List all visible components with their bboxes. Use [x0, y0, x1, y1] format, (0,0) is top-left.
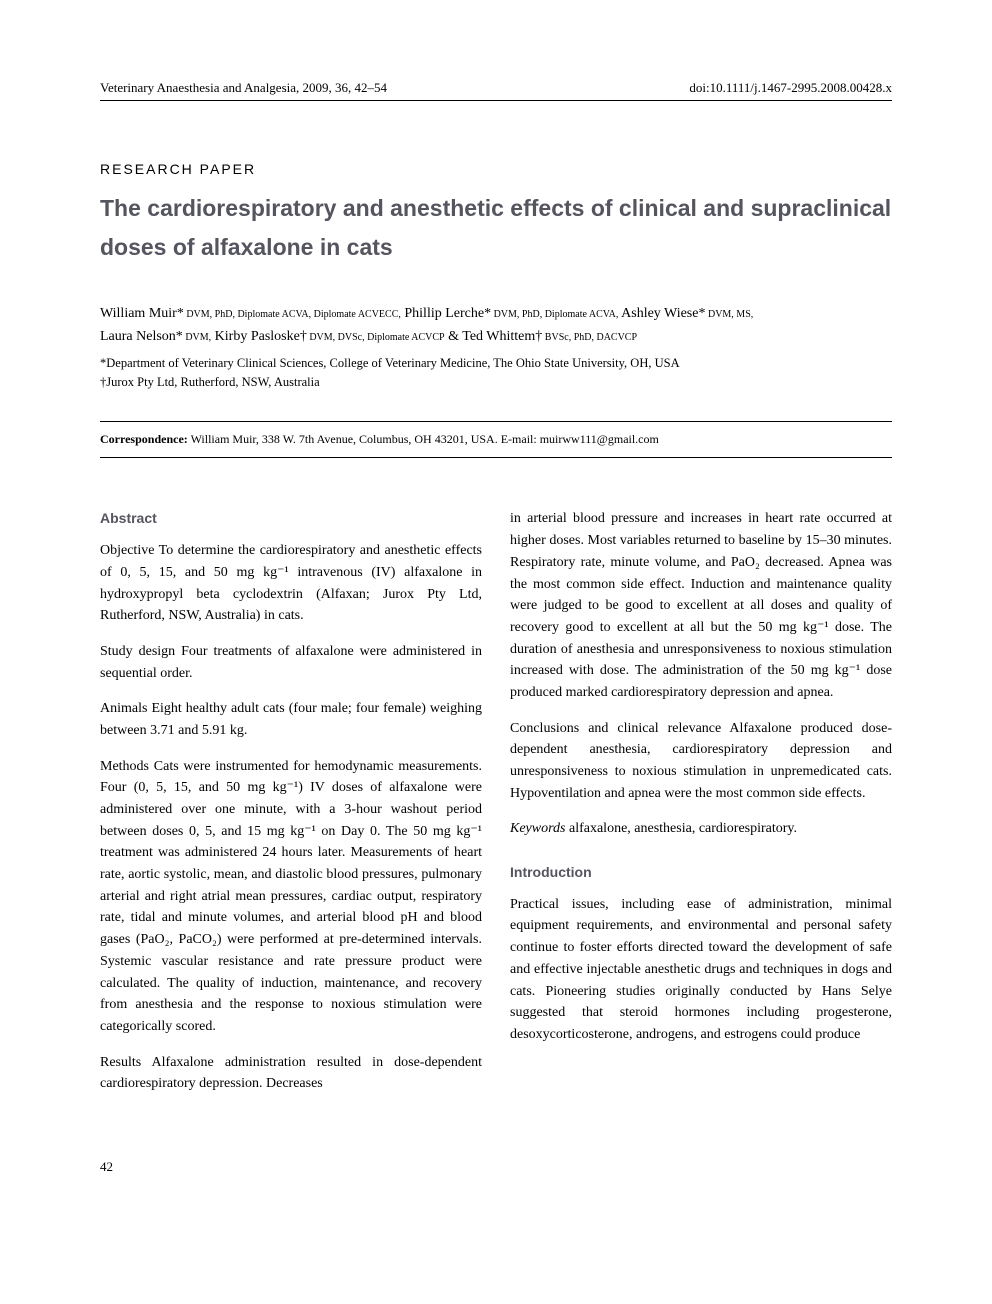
author-name: Ted Whittem†: [462, 329, 542, 344]
author-name: Ashley Wiese*: [621, 306, 705, 321]
paper-type-label: RESEARCH PAPER: [100, 161, 892, 177]
author-credentials: DVM, PhD, Diplomate ACVA, Diplomate ACVE…: [184, 309, 401, 320]
abstract-conclusions-label: Conclusions and clinical relevance: [510, 721, 721, 736]
abstract-keywords: Keywords alfaxalone, anesthesia, cardior…: [510, 818, 892, 840]
abstract-objective-label: Objective: [100, 543, 154, 558]
keywords-label: Keywords: [510, 821, 565, 836]
abstract-results-label: Results: [100, 1055, 141, 1070]
abstract-animals-label: Animals: [100, 701, 147, 716]
abstract-methods-label: Methods: [100, 759, 149, 774]
author-credentials: DVM, PhD, Diplomate ACVA,: [491, 309, 618, 320]
abstract-heading: Abstract: [100, 508, 482, 530]
author-credentials: DVM,: [183, 332, 211, 343]
affiliation-line: †Jurox Pty Ltd, Rutherford, NSW, Austral…: [100, 373, 892, 392]
affiliation-line: *Department of Veterinary Clinical Scien…: [100, 354, 892, 373]
author-credentials: DVM, MS,: [705, 309, 753, 320]
author-ampersand: &: [448, 329, 462, 344]
paper-title: The cardiorespiratory and anesthetic eff…: [100, 189, 892, 267]
two-column-body: Abstract Objective To determine the card…: [100, 508, 892, 1109]
author-list: William Muir* DVM, PhD, Diplomate ACVA, …: [100, 303, 892, 348]
journal-citation: Veterinary Anaesthesia and Analgesia, 20…: [100, 80, 387, 96]
abstract-objective: Objective To determine the cardiorespira…: [100, 540, 482, 627]
introduction-text: Practical issues, including ease of admi…: [510, 894, 892, 1046]
author-name: William Muir*: [100, 306, 184, 321]
correspondence-rule-top: [100, 421, 892, 422]
keywords-text: alfaxalone, anesthesia, cardiorespirator…: [565, 821, 797, 836]
right-column: in arterial blood pressure and increases…: [510, 508, 892, 1109]
author-credentials: BVSc, PhD, DACVCP: [542, 332, 637, 343]
doi: doi:10.1111/j.1467-2995.2008.00428.x: [689, 80, 892, 96]
correspondence-label: Correspondence:: [100, 432, 188, 446]
introduction-heading: Introduction: [510, 862, 892, 884]
abstract-objective-text: To determine the cardiorespiratory and a…: [100, 543, 482, 623]
author-name: Kirby Pasloske†: [215, 329, 307, 344]
abstract-methods: Methods Cats were instrumented for hemod…: [100, 756, 482, 1038]
author-name: Phillip Lerche*: [404, 306, 491, 321]
page-number: 42: [100, 1159, 892, 1175]
abstract-design-label: Study design: [100, 644, 175, 659]
correspondence: Correspondence: William Muir, 338 W. 7th…: [100, 432, 892, 447]
abstract-results-part-b: in arterial blood pressure and increases…: [510, 508, 892, 703]
running-header: Veterinary Anaesthesia and Analgesia, 20…: [100, 80, 892, 96]
correspondence-text: William Muir, 338 W. 7th Avenue, Columbu…: [188, 432, 659, 446]
correspondence-rule-bottom: [100, 457, 892, 458]
abstract-results-text-a: Alfaxalone administration resulted in do…: [100, 1055, 482, 1092]
author-credentials: DVM, DVSc, Diplomate ACVCP: [307, 332, 445, 343]
abstract-results-part-a: Results Alfaxalone administration result…: [100, 1052, 482, 1095]
author-name: Laura Nelson*: [100, 329, 183, 344]
abstract-animals-text: Eight healthy adult cats (four male; fou…: [100, 701, 482, 738]
abstract-animals: Animals Eight healthy adult cats (four m…: [100, 698, 482, 741]
header-rule: [100, 100, 892, 101]
abstract-methods-text: Cats were instrumented for hemodynamic m…: [100, 759, 482, 1034]
abstract-study-design: Study design Four treatments of alfaxalo…: [100, 641, 482, 684]
left-column: Abstract Objective To determine the card…: [100, 508, 482, 1109]
affiliations: *Department of Veterinary Clinical Scien…: [100, 354, 892, 392]
abstract-conclusions: Conclusions and clinical relevance Alfax…: [510, 718, 892, 805]
